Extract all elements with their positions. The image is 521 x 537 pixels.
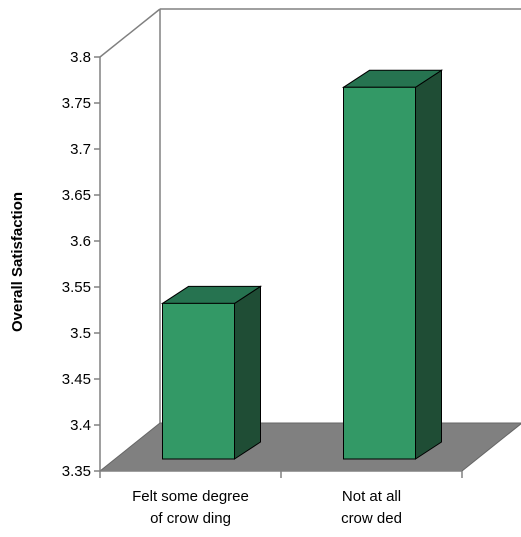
y-tick-label: 3.8 — [70, 49, 91, 66]
y-axis-title: Overall Satisfaction — [9, 192, 26, 332]
x-category-label: Felt some degree of crow ding — [132, 488, 249, 527]
wall-top-left-edge — [99, 8, 161, 58]
y-tick-label: 3.4 — [70, 417, 91, 434]
y-tick-label: 3.7 — [70, 141, 91, 158]
bar-series — [160, 69, 444, 460]
y-tick-label: 3.45 — [62, 371, 91, 388]
y-tick-label: 3.6 — [70, 233, 91, 250]
x-category-label: Not at all crow ded — [341, 488, 402, 527]
bar-front-face — [162, 302, 235, 460]
bar — [160, 285, 263, 460]
y-tick-label: 3.35 — [62, 463, 91, 480]
y-axis-ticks: 3.35 3.4 3.45 3.5 3.55 3.6 3.65 3.7 3.75 3.8 — [62, 49, 100, 480]
bar-front-face — [343, 86, 416, 460]
y-tick-label: 3.75 — [62, 95, 91, 112]
bar — [341, 69, 444, 460]
bar-side-face — [234, 285, 261, 460]
y-tick-label: 3.5 — [70, 325, 91, 342]
y-tick-label: 3.55 — [62, 279, 91, 296]
chart-walls — [99, 8, 521, 471]
y-tick-label: 3.65 — [62, 187, 91, 204]
x-axis-ticks: Felt some degree of crow ding Not at all cr… — [99, 471, 463, 527]
bar-side-face — [415, 69, 442, 460]
